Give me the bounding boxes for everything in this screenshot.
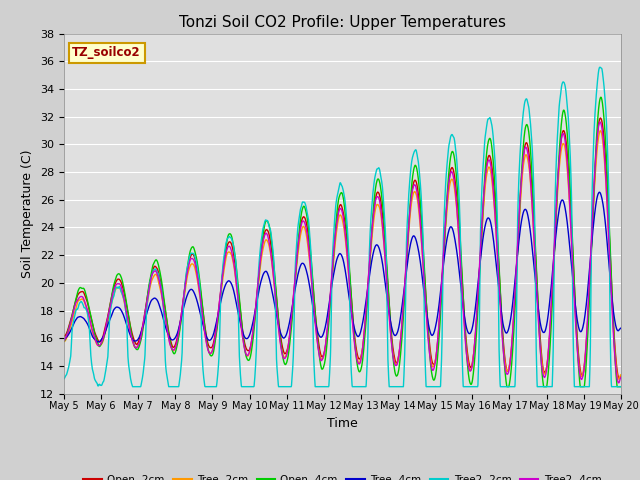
Tree2 -2cm [504, 384, 512, 390]
Open -2cm [568, 224, 575, 230]
Open -4cm [60, 338, 68, 344]
Open -2cm [504, 368, 512, 374]
Tree -4cm [568, 266, 575, 272]
Tree2 -2cm [359, 384, 367, 390]
Tree2 -2cm [129, 384, 136, 390]
Tree -4cm [60, 336, 68, 342]
Open -2cm [60, 333, 68, 339]
Line: Open -2cm: Open -2cm [64, 118, 621, 379]
X-axis label: Time: Time [327, 417, 358, 430]
Open -2cm [616, 376, 623, 382]
Open -4cm [358, 359, 366, 365]
Open -2cm [617, 374, 625, 380]
Tree -2cm [583, 328, 591, 334]
Line: Tree2 -4cm: Tree2 -4cm [64, 122, 621, 383]
Open -2cm [216, 301, 223, 307]
Line: Tree -2cm: Tree -2cm [64, 131, 621, 379]
Open -2cm [358, 347, 366, 352]
Tree2 -4cm [596, 119, 604, 125]
Tree -2cm [216, 305, 223, 311]
Open -4cm [597, 95, 605, 100]
Open -4cm [617, 384, 625, 390]
Text: TZ_soilco2: TZ_soilco2 [72, 46, 141, 59]
Tree2 -4cm [504, 371, 512, 376]
Tree2 -4cm [568, 239, 575, 245]
Tree2 -2cm [584, 384, 591, 390]
Line: Tree2 -2cm: Tree2 -2cm [64, 67, 621, 387]
Open -4cm [216, 305, 223, 311]
Line: Tree -4cm: Tree -4cm [64, 192, 621, 342]
Open -2cm [583, 330, 591, 336]
Tree -2cm [615, 376, 623, 382]
Open -4cm [584, 342, 591, 348]
Line: Open -4cm: Open -4cm [64, 97, 621, 387]
Tree -4cm [504, 327, 512, 333]
Tree2 -2cm [568, 208, 575, 214]
Tree -4cm [596, 189, 604, 195]
Tree2 -4cm [617, 375, 625, 381]
Open -4cm [371, 193, 378, 199]
Tree2 -2cm [617, 384, 625, 390]
Tree2 -2cm [596, 64, 604, 70]
Tree2 -4cm [60, 337, 68, 343]
Tree2 -2cm [60, 376, 68, 382]
Tree2 -2cm [371, 175, 379, 181]
Open -2cm [596, 115, 604, 121]
Legend: Open -2cm, Tree -2cm, Open -4cm, Tree -4cm, Tree2 -2cm, Tree2 -4cm: Open -2cm, Tree -2cm, Open -4cm, Tree -4… [79, 471, 605, 480]
Tree2 -4cm [371, 204, 378, 209]
Tree -2cm [596, 128, 604, 133]
Title: Tonzi Soil CO2 Profile: Upper Temperatures: Tonzi Soil CO2 Profile: Upper Temperatur… [179, 15, 506, 30]
Tree2 -4cm [583, 325, 591, 331]
Tree2 -4cm [358, 348, 366, 353]
Tree -2cm [504, 368, 512, 373]
Open -2cm [371, 203, 378, 209]
Tree -2cm [371, 212, 378, 217]
Tree -2cm [60, 339, 68, 345]
Tree -2cm [617, 372, 625, 378]
Tree -4cm [617, 325, 625, 331]
Tree -4cm [359, 320, 367, 325]
Open -4cm [504, 384, 512, 390]
Y-axis label: Soil Temperature (C): Soil Temperature (C) [22, 149, 35, 278]
Open -4cm [568, 221, 575, 227]
Tree2 -4cm [615, 380, 623, 386]
Tree -4cm [584, 292, 591, 298]
Tree2 -4cm [216, 300, 223, 306]
Tree -4cm [95, 339, 102, 345]
Tree -2cm [358, 347, 366, 353]
Tree -4cm [371, 245, 379, 251]
Tree -2cm [568, 240, 575, 246]
Open -4cm [503, 384, 511, 390]
Tree -4cm [216, 305, 223, 311]
Tree2 -2cm [216, 337, 223, 343]
